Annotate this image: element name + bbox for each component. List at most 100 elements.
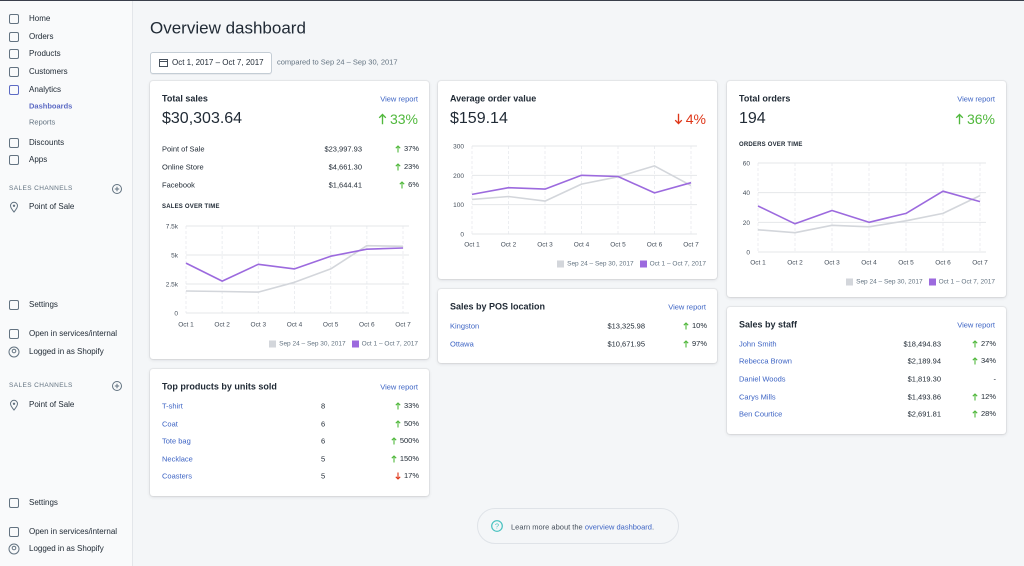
view-report-link[interactable]: View report: [957, 320, 995, 330]
nav-item[interactable]: Analytics: [29, 85, 62, 94]
row-units: 8: [321, 401, 326, 411]
nav-subitem[interactable]: Dashboards: [29, 101, 73, 111]
view-report-link[interactable]: View report: [957, 94, 995, 104]
nav-item[interactable]: Orders: [29, 32, 54, 41]
icon-shape: [8, 543, 20, 555]
account-item[interactable]: Logged in as Shopify: [29, 347, 104, 356]
change-indicator: -: [994, 375, 997, 383]
x-tick-label: Oct 1: [178, 322, 194, 329]
nav-item[interactable]: Products: [29, 49, 61, 58]
trend-arrow: [972, 410, 978, 418]
trend-arrow: [378, 113, 387, 125]
nav-item[interactable]: Home: [29, 14, 51, 23]
icon-shape: [11, 348, 17, 354]
view-report-link[interactable]: View report: [668, 302, 706, 312]
change-indicator: 27%: [972, 340, 996, 348]
nav-icon: [9, 67, 19, 77]
change-value: 50%: [403, 419, 419, 429]
row-label[interactable]: Necklace: [162, 454, 193, 464]
series-line: [185, 244, 404, 293]
series-line: [471, 174, 692, 196]
nav-item[interactable]: Discounts: [29, 138, 65, 147]
section-heading: SALES CHANNELS: [9, 381, 73, 389]
row-label[interactable]: Carys Mills: [739, 392, 776, 402]
open-item[interactable]: Open in services/internal: [29, 329, 118, 338]
change-indicator: 12%: [972, 393, 996, 401]
change-indicator: 33%: [395, 402, 419, 410]
open-item[interactable]: Open in services/internal: [29, 527, 118, 536]
trend-arrow: [972, 393, 978, 401]
x-tick-label: Oct 1: [464, 242, 480, 249]
svg-text:?: ?: [495, 522, 499, 531]
series-line: [757, 194, 981, 234]
y-tick-label: 300: [453, 144, 464, 151]
view-report-link[interactable]: View report: [380, 382, 418, 392]
legend: Sep 24 – Sep 30, 2017 Oct 1 – Oct 7, 2017: [557, 260, 706, 268]
series-line: [757, 190, 981, 225]
nav-subitem[interactable]: Reports: [29, 117, 56, 127]
y-tick-label: 5k: [171, 253, 179, 260]
channel-item[interactable]: Point of Sale: [29, 400, 75, 409]
channel-item[interactable]: Point of Sale: [29, 202, 75, 211]
nav-item[interactable]: Customers: [29, 67, 68, 76]
settings-item[interactable]: Settings: [29, 498, 58, 507]
arrow-shape: [972, 340, 978, 348]
date-picker[interactable]: Oct 1, 2017 – Oct 7, 2017: [150, 52, 272, 74]
chart-title: ORDERS OVER TIME: [739, 142, 803, 148]
help-icon: ?: [491, 520, 503, 532]
row-label[interactable]: Kingston: [450, 321, 480, 331]
nav-item[interactable]: Apps: [29, 155, 48, 164]
nav-icon: [9, 14, 19, 24]
arrow-shape: [395, 402, 401, 410]
footer-link[interactable]: overview dashboard: [584, 522, 652, 532]
row-label[interactable]: Coat: [162, 419, 178, 429]
change-indicator: 500%: [391, 437, 419, 445]
line-chart: Oct 1 Oct 2 Oct 3 Oct 4 Oct 5 Oct 6 Oct 7 0 2.5k…: [166, 224, 411, 329]
nav-icon: [8, 346, 20, 358]
card-title: Average order value: [450, 93, 537, 104]
nav-icon: [8, 543, 20, 555]
row-label[interactable]: Coasters: [162, 471, 193, 481]
row-label[interactable]: Daniel Woods: [739, 374, 786, 384]
row-label[interactable]: Tote bag: [162, 436, 191, 446]
legend-swatch: [639, 260, 647, 268]
icon-shape: [9, 14, 19, 24]
trend-arrow: [972, 357, 978, 365]
row-label[interactable]: T-shirt: [162, 401, 183, 411]
row-label[interactable]: Ben Courtice: [739, 409, 783, 419]
change-value: 17%: [403, 471, 419, 481]
icon-shape: [112, 381, 122, 391]
row-amount: $13,325.98: [607, 321, 645, 331]
arrow-shape: [972, 410, 978, 418]
card-title: Total orders: [739, 93, 791, 104]
row-label[interactable]: Rebecca Brown: [739, 356, 792, 366]
x-tick-label: Oct 3: [251, 322, 267, 329]
settings-item[interactable]: Settings: [29, 300, 58, 309]
change-value: 4%: [685, 111, 706, 127]
arrow-shape: [955, 113, 964, 125]
change-value: 34%: [980, 356, 996, 366]
metric-value: $30,303.64: [162, 110, 243, 127]
change-value: -: [993, 374, 997, 384]
nav-icon[interactable]: [111, 380, 123, 392]
nav-icon[interactable]: [111, 183, 123, 195]
footer-text-end: .: [651, 522, 655, 532]
icon-shape: [114, 186, 120, 192]
row-label[interactable]: Ottawa: [450, 339, 474, 349]
change-indicator: 28%: [972, 410, 996, 418]
line-chart: Oct 1 Oct 2 Oct 3 Oct 4 Oct 5 Oct 6 Oct 7 0 100 2…: [453, 144, 699, 249]
row-label[interactable]: John Smith: [739, 339, 777, 349]
calendar-icon: [159, 59, 168, 67]
row-amount: $2,691.81: [907, 409, 941, 419]
view-report-link[interactable]: View report: [380, 94, 418, 104]
change-value: 6%: [408, 180, 419, 190]
icon-shape: [112, 184, 122, 194]
x-tick-label: Oct 2: [787, 260, 803, 267]
icon-shape: [8, 346, 20, 358]
arrow-shape: [378, 113, 387, 125]
x-tick-label: Oct 3: [537, 242, 553, 249]
card: Total orders View report 194 36% ORDERS OVER…: [727, 81, 1006, 297]
icon-shape: [11, 545, 17, 551]
account-item[interactable]: Logged in as Shopify: [29, 544, 104, 553]
row-amount: $18,494.83: [903, 339, 941, 349]
